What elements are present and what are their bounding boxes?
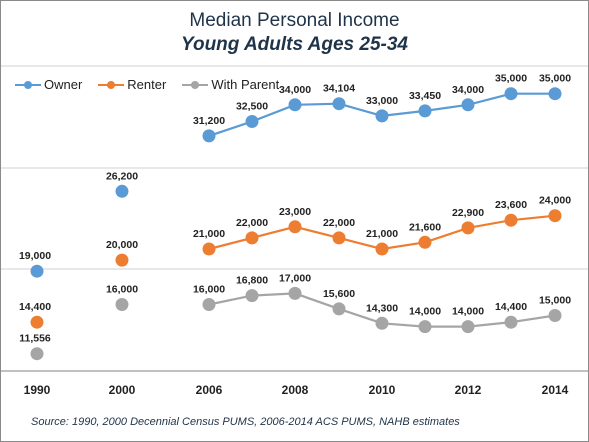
- data-label: 17,000: [279, 272, 311, 284]
- data-label: 24,000: [539, 195, 571, 207]
- legend-item-renter: Renter: [98, 77, 166, 92]
- data-point: [115, 184, 129, 198]
- data-point: [504, 315, 518, 329]
- x-tick-label: 2006: [196, 383, 223, 397]
- data-label: 26,200: [106, 170, 138, 182]
- x-tick-label: 2014: [542, 383, 569, 397]
- data-point: [548, 309, 562, 322]
- data-point: [288, 220, 302, 234]
- legend: Owner Renter With Parent: [15, 77, 279, 92]
- data-label: 16,800: [236, 275, 268, 287]
- legend-label-owner: Owner: [44, 77, 83, 92]
- data-point: [202, 129, 216, 143]
- data-point: [504, 87, 518, 101]
- title-block: Median Personal Income Young Adults Ages…: [1, 9, 588, 57]
- data-point: [115, 298, 129, 311]
- data-label: 22,000: [236, 217, 268, 229]
- data-label: 19,000: [19, 250, 51, 262]
- legend-item-with-parent: With Parent: [182, 77, 279, 92]
- data-label: 11,556: [19, 333, 51, 345]
- data-label: 34,104: [323, 83, 355, 95]
- data-label: 14,400: [495, 301, 527, 313]
- data-label: 34,000: [452, 84, 484, 96]
- data-point: [461, 320, 475, 334]
- data-point: [245, 115, 259, 128]
- x-tick-label: 2010: [369, 383, 396, 397]
- data-label: 16,000: [193, 284, 225, 296]
- data-point: [202, 242, 216, 256]
- data-label: 16,000: [106, 284, 138, 296]
- data-point: [115, 253, 129, 267]
- data-point: [332, 97, 346, 111]
- data-label: 23,600: [495, 199, 527, 211]
- data-label: 35,000: [495, 73, 527, 85]
- data-label: 33,450: [409, 90, 441, 102]
- data-label: 15,600: [323, 288, 355, 300]
- data-point: [461, 221, 475, 235]
- data-label: 35,000: [539, 73, 571, 85]
- chart-subtitle: Young Adults Ages 25-34: [181, 34, 408, 55]
- source-note: Source: 1990, 2000 Decennial Census PUMS…: [31, 416, 460, 428]
- data-point: [418, 320, 432, 334]
- data-label: 23,000: [279, 206, 311, 218]
- x-tick-label: 1990: [24, 383, 51, 397]
- data-point: [288, 286, 302, 300]
- data-point: [375, 242, 389, 256]
- legend-swatch-owner: [15, 80, 41, 89]
- data-label: 14,400: [19, 301, 51, 313]
- data-label: 22,900: [452, 207, 484, 219]
- data-point: [288, 98, 302, 112]
- legend-swatch-renter: [98, 80, 125, 89]
- x-tick-label: 2000: [109, 383, 136, 397]
- data-label: 21,600: [409, 221, 441, 233]
- x-tick-label: 2008: [282, 383, 309, 397]
- data-label: 15,000: [539, 295, 571, 307]
- data-point: [418, 104, 432, 118]
- data-point: [202, 298, 216, 311]
- legend-swatch-with-parent: [182, 80, 209, 89]
- data-label: 14,000: [409, 306, 441, 318]
- data-point: [548, 87, 562, 101]
- data-point: [548, 209, 562, 223]
- legend-label-renter: Renter: [127, 77, 167, 92]
- data-label: 22,000: [323, 217, 355, 229]
- data-point: [245, 289, 259, 303]
- data-label: 21,000: [366, 228, 398, 240]
- data-label: 21,000: [193, 228, 225, 240]
- x-tick-label: 2012: [455, 383, 482, 397]
- data-point: [30, 347, 44, 361]
- data-point: [375, 316, 389, 330]
- data-point: [245, 231, 259, 245]
- data-point: [375, 109, 389, 123]
- data-label: 14,300: [366, 302, 398, 314]
- data-point: [418, 235, 432, 249]
- data-point: [30, 315, 44, 329]
- data-label: 34,000: [279, 84, 311, 96]
- data-label: 20,000: [106, 239, 138, 251]
- data-label: 33,000: [366, 95, 398, 107]
- legend-label-with-parent: With Parent: [211, 77, 280, 92]
- data-label: 32,500: [236, 101, 268, 113]
- legend-item-owner: Owner: [15, 77, 82, 92]
- data-point: [504, 213, 518, 227]
- chart-title: Median Personal Income: [189, 10, 400, 31]
- data-label: 31,200: [193, 115, 225, 127]
- data-label: 14,000: [452, 306, 484, 318]
- data-point: [30, 264, 44, 278]
- data-point: [332, 231, 346, 245]
- data-point: [461, 98, 475, 112]
- data-point: [332, 302, 346, 316]
